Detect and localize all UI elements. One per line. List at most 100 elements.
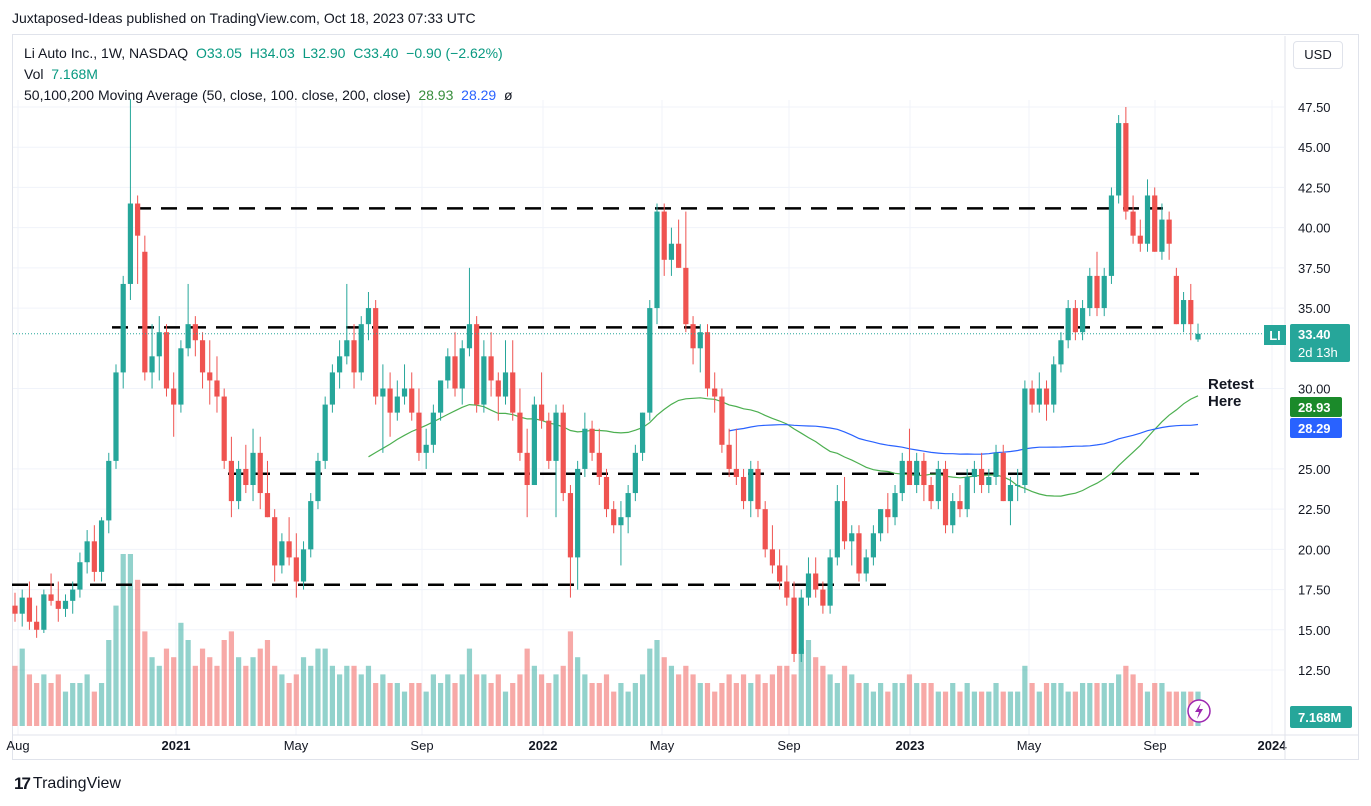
candle-body bbox=[618, 517, 624, 526]
volume-bar bbox=[401, 691, 408, 726]
volume-bar bbox=[553, 674, 559, 726]
price-tick-label: 37.50 bbox=[1298, 261, 1331, 276]
candle-body bbox=[358, 324, 364, 373]
volume-bar bbox=[517, 674, 523, 726]
ma100-line bbox=[728, 423, 1199, 455]
volume-bar bbox=[928, 683, 934, 726]
candle-body bbox=[41, 594, 47, 630]
volume-bar bbox=[1159, 683, 1165, 726]
currency-button[interactable]: USD bbox=[1293, 41, 1343, 69]
volume-bar bbox=[308, 665, 314, 726]
volume-legend[interactable]: Vol 7.168M bbox=[24, 64, 98, 84]
candle-body bbox=[978, 468, 985, 486]
volume-bar bbox=[387, 683, 393, 726]
candle-body bbox=[423, 444, 429, 453]
candle-body bbox=[62, 600, 69, 609]
time-tick-label: May bbox=[1017, 738, 1042, 753]
volume-bar bbox=[567, 631, 574, 726]
candle-body bbox=[553, 412, 559, 461]
volume-bar bbox=[19, 648, 25, 726]
countdown-tag: 2d 13h bbox=[1298, 345, 1338, 360]
candle-body bbox=[1144, 195, 1151, 244]
volume-bar bbox=[358, 674, 364, 726]
volume-bar bbox=[452, 683, 458, 726]
volume-bar bbox=[971, 691, 977, 726]
candle-body bbox=[683, 267, 689, 325]
volume-bar bbox=[315, 648, 321, 726]
candle-body bbox=[120, 283, 126, 373]
volume-bar bbox=[481, 674, 487, 726]
candle-body bbox=[199, 340, 206, 373]
ma50-value: 28.93 bbox=[418, 87, 454, 103]
volume-bar bbox=[1022, 665, 1028, 726]
time-tick-label: Sep bbox=[410, 738, 433, 753]
volume-bar bbox=[300, 657, 307, 726]
volume-bar bbox=[639, 674, 646, 726]
volume-bar bbox=[1094, 683, 1100, 726]
volume-bar bbox=[1029, 683, 1035, 726]
price-tick-label: 17.50 bbox=[1298, 583, 1331, 598]
volume-bar bbox=[1152, 683, 1158, 726]
volume-bar bbox=[430, 674, 436, 726]
candle-body bbox=[445, 356, 451, 381]
volume-bar bbox=[207, 657, 213, 726]
candle-body bbox=[704, 332, 711, 389]
volume-bar bbox=[55, 674, 61, 726]
time-tick-label: 2024 bbox=[1258, 738, 1288, 753]
tradingview-brand[interactable]: 17 TradingView bbox=[14, 774, 121, 794]
candle-body bbox=[329, 372, 335, 405]
candle-body bbox=[1079, 308, 1086, 333]
volume-bar bbox=[625, 691, 631, 726]
candle-body bbox=[344, 340, 350, 357]
candle-body bbox=[719, 396, 725, 445]
ma50-tag: 28.93 bbox=[1298, 400, 1331, 415]
volume-bar bbox=[1043, 683, 1050, 726]
volume-bar bbox=[654, 640, 660, 726]
candle-body bbox=[589, 428, 595, 453]
volume-bar bbox=[993, 683, 999, 726]
volume-bar bbox=[98, 683, 105, 726]
volume-bar bbox=[870, 691, 876, 726]
candle-body bbox=[546, 420, 552, 461]
volume-bar bbox=[84, 674, 90, 726]
candle-body bbox=[70, 589, 76, 601]
ma-legend[interactable]: 50,100,200 Moving Average (50, close, 10… bbox=[24, 85, 513, 105]
candle-body bbox=[149, 356, 155, 373]
candle-body bbox=[228, 460, 235, 502]
volume-bar bbox=[106, 640, 112, 726]
candle-body bbox=[481, 356, 487, 405]
candle-body bbox=[1087, 275, 1093, 309]
volume-bar bbox=[1051, 683, 1057, 726]
volume-bar bbox=[1058, 683, 1064, 726]
candle-body bbox=[856, 533, 862, 574]
symbol-legend: Li Auto Inc., 1W, NASDAQ O33.05 H34.03 L… bbox=[24, 43, 503, 63]
candle-body bbox=[127, 203, 134, 284]
volume-bar bbox=[488, 683, 494, 726]
price-tick-label: 22.50 bbox=[1298, 502, 1331, 517]
candle-body bbox=[575, 468, 581, 558]
candle-body bbox=[1137, 235, 1143, 244]
volume-bar bbox=[704, 683, 711, 726]
candle-body bbox=[351, 340, 357, 373]
candle-body bbox=[48, 594, 54, 601]
candle-body bbox=[416, 412, 422, 453]
price-tick-label: 35.00 bbox=[1298, 301, 1331, 316]
candle-body bbox=[250, 452, 256, 486]
volume-bar bbox=[344, 665, 350, 726]
last-price-tag-bg bbox=[1290, 324, 1350, 362]
candle-body bbox=[878, 509, 884, 534]
candle-body bbox=[488, 356, 494, 381]
candle-body bbox=[171, 388, 177, 405]
candle-body bbox=[98, 520, 105, 572]
volume-bar bbox=[697, 683, 703, 726]
candle-body bbox=[921, 460, 927, 486]
chart-frame bbox=[12, 34, 1359, 760]
candle-body bbox=[272, 517, 278, 566]
volume-bar bbox=[1116, 674, 1122, 726]
symbol-title[interactable]: Li Auto Inc., 1W, NASDAQ bbox=[24, 45, 189, 61]
candle-body bbox=[755, 468, 761, 510]
volume-bar bbox=[445, 674, 451, 726]
time-tick-label: Sep bbox=[1143, 738, 1166, 753]
volume-bar bbox=[62, 691, 69, 726]
